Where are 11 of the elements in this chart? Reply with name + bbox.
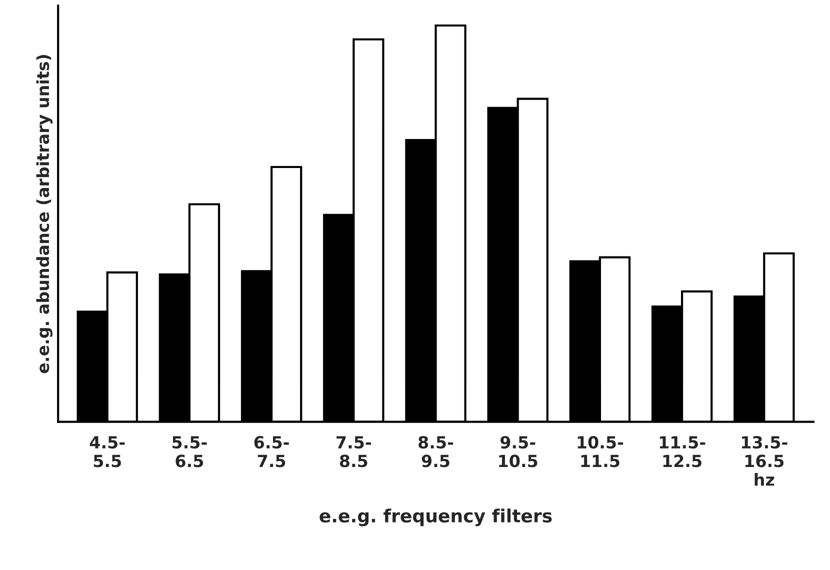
x-tick-label: 9.5- 10.5 [499, 436, 538, 468]
y-axis-title: e.e.g. abundance (arbitrary units) [36, 55, 53, 374]
x-axis-title: e.e.g. frequency filters [320, 508, 552, 526]
x-tick-label: 6.5- 7.5 [254, 436, 289, 468]
x-tick-label: 10.5- 11.5 [578, 436, 624, 468]
x-tick-label: 11.5- 12.5 [660, 436, 706, 468]
x-tick-label: 13.5- 16.5 hz [742, 436, 788, 486]
x-tick-label: 5.5- 6.5 [172, 436, 207, 468]
x-tick-label: 7.5- 8.5 [336, 436, 371, 468]
x-tick-label: 8.5- 9.5 [418, 436, 454, 468]
x-tick-label: 4.5- 5.5 [90, 436, 125, 468]
